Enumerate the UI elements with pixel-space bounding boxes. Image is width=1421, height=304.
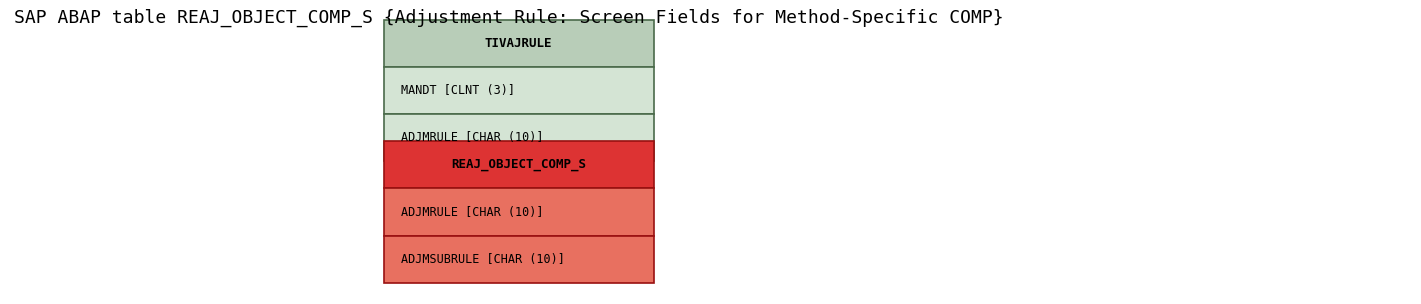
- FancyBboxPatch shape: [384, 141, 654, 188]
- Text: TIVAJRULE: TIVAJRULE: [485, 37, 553, 50]
- FancyBboxPatch shape: [384, 67, 654, 114]
- FancyBboxPatch shape: [384, 114, 654, 161]
- Text: ADJMSUBRULE [CHAR (10)]: ADJMSUBRULE [CHAR (10)]: [401, 253, 564, 266]
- FancyBboxPatch shape: [384, 188, 654, 236]
- Text: SAP ABAP table REAJ_OBJECT_COMP_S {Adjustment Rule: Screen Fields for Method-Spe: SAP ABAP table REAJ_OBJECT_COMP_S {Adjus…: [14, 9, 1003, 27]
- FancyBboxPatch shape: [384, 20, 654, 67]
- Text: MANDT [CLNT (3)]: MANDT [CLNT (3)]: [401, 84, 514, 97]
- Text: REAJ_OBJECT_COMP_S: REAJ_OBJECT_COMP_S: [450, 158, 587, 171]
- FancyBboxPatch shape: [384, 236, 654, 283]
- Text: ADJMRULE [CHAR (10)]: ADJMRULE [CHAR (10)]: [401, 131, 543, 144]
- Text: ADJMRULE [CHAR (10)]: ADJMRULE [CHAR (10)]: [401, 206, 543, 219]
